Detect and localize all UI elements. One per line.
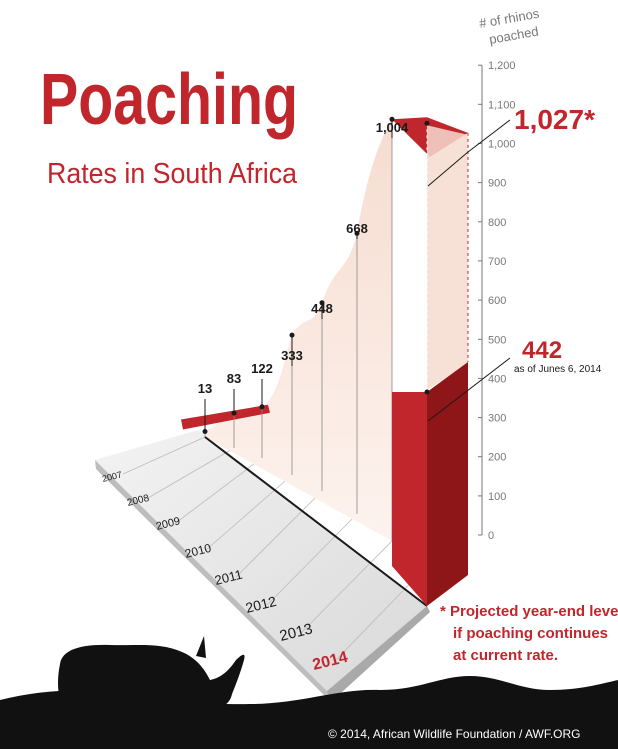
floor-line [235,490,323,578]
y-tick-label: 400 [488,373,506,385]
y-tick-label: 1,200 [488,60,516,72]
data-point [289,332,295,338]
year-label: 2012 [244,593,278,616]
floor-line [266,513,358,606]
projected-leader-h [467,119,511,153]
data-point [319,300,325,306]
data-label: 83 [227,371,241,386]
y-tick-label: 600 [488,295,506,307]
data-label: 13 [198,381,212,396]
year-label: 2008 [126,493,151,509]
y-axis-ticks: 0 100 200 300 400 500 600 700 800 900 1,000 1,100 1,… [478,60,516,542]
title-sub: Rates in South Africa [47,158,298,190]
data-point [231,410,237,416]
floor-line [205,474,293,551]
area-wall [205,119,392,542]
floor-line [147,447,235,499]
projected-leader [427,151,469,187]
year-label: 2011 [213,567,244,588]
floor-grid-lines [122,436,428,663]
data-label: 668 [346,221,368,236]
data-point [389,116,395,122]
data-point [202,429,208,434]
year-label: 2010 [183,541,213,561]
y-tick-label: 900 [488,178,506,190]
y-tick-label: 200 [488,452,506,464]
data-label: 122 [251,361,273,376]
chart-floor [95,430,427,691]
current-note: as of Junes 6, 2014 [514,364,602,375]
current-marker [424,389,430,395]
current-value: 442 [522,337,562,364]
area-top-ribbon [181,404,270,430]
y-tick-label: 700 [488,256,506,268]
chart-floor-edge [95,460,331,702]
rhino-ear-icon [196,636,206,658]
y-tick-label: 800 [488,217,506,229]
floor-line [122,436,206,475]
floor-line [300,540,393,634]
y-tick-label: 0 [488,530,494,542]
chart-floor-edge-right [327,606,430,702]
projected-value: 1,027* [514,104,595,135]
current-leader [427,357,511,422]
y-tick-label: 500 [488,334,506,346]
year-label: 2007 [101,469,123,484]
current-bar-side [427,362,468,606]
y-tick-label: 300 [488,413,506,425]
y-tick-label: 1,000 [488,139,516,151]
footnote-line1: * Projected year-end level [440,603,618,620]
title-main: Poaching [40,60,298,140]
data-label: 448 [311,301,333,316]
current-bar-front [392,392,427,606]
rhino-icon [58,644,245,736]
data-point [259,404,265,410]
footnote-line2: if poaching continues [453,625,608,642]
projected-marker [424,120,430,126]
data-label: 333 [281,348,303,363]
data-labels: 13 83 122 333 448 668 1,004 [198,116,409,434]
y-tick-label: 1,100 [488,99,516,111]
footnote-line3: at current rate. [453,647,558,664]
data-point [354,230,360,236]
wall-baseline [204,436,428,607]
projected-face [427,125,468,391]
data-label: 1,004 [376,120,409,135]
credit-text: © 2014, African Wildlife Foundation / AW… [328,727,581,741]
year-label: 2009 [155,515,182,533]
y-tick-label: 100 [488,491,506,503]
